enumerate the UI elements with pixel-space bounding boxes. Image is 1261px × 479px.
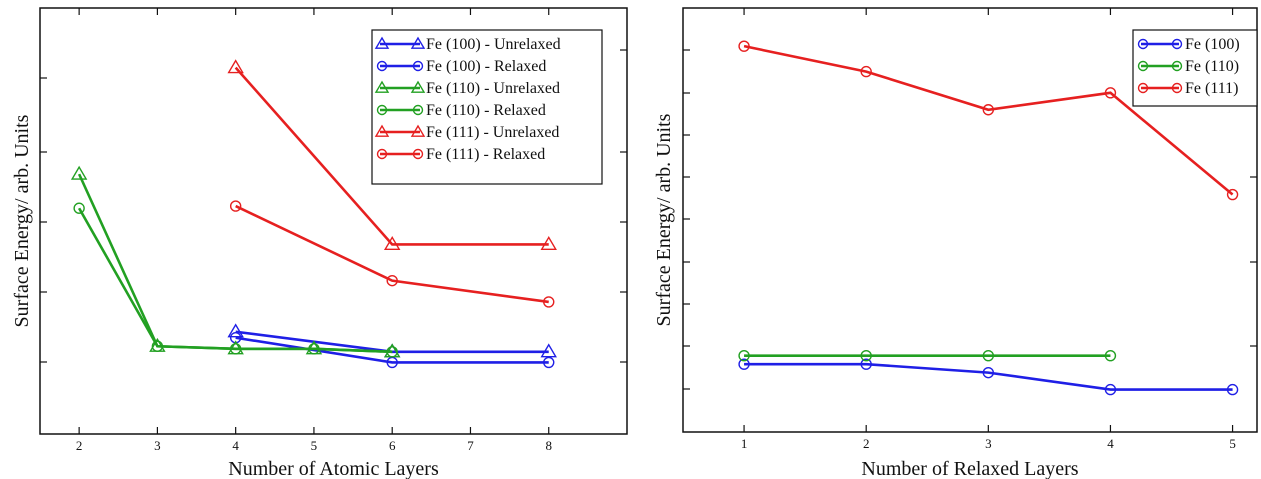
series [738,40,1239,201]
x-tick-label: 2 [863,436,870,451]
data-point-circle [386,274,398,287]
x-tick-label: 4 [232,438,239,453]
data-point-circle [376,60,388,72]
series [229,200,555,308]
series [227,323,557,358]
data-point-circle [738,349,750,362]
x-tick-label: 3 [154,438,161,453]
data-point-triangle [410,124,426,137]
legend-label: Fe (100) - Unrelaxed [426,36,561,53]
data-point-circle [1226,188,1239,201]
data-point-triangle [410,36,426,49]
data-point-triangle [227,323,244,338]
data-point-circle [738,40,750,52]
data-point-circle [412,104,424,116]
data-point-circle [543,356,555,369]
data-point-circle [982,349,995,362]
series-line [743,44,1234,196]
x-tick-label: 2 [76,438,83,453]
x-tick-label: 3 [985,436,992,451]
legend: Fe (100) Fe (110) Fe (111) [1132,29,1258,107]
data-point-triangle [70,165,88,180]
data-point-circle [1104,383,1117,396]
legend-box [1132,29,1258,107]
chart-relaxed-layers: 1 2 3 4 5 Number of Relaxed Layers Surface Ene… [653,7,1258,479]
legend-label: Fe (110) - Relaxed [426,102,546,119]
data-point-circle [860,358,872,370]
data-point-triangle [540,343,557,358]
data-point-circle [1171,38,1183,50]
data-point-circle [860,65,872,78]
data-point-circle [1171,82,1183,94]
x-tick-label: 4 [1107,436,1114,451]
plot-frame [682,7,1258,433]
data-point-circle [376,104,388,116]
data-point-triangle [374,80,390,93]
x-tick-label: 1 [741,436,748,451]
data-point-circle [386,346,398,358]
data-point-circle [860,349,872,362]
data-point-circle [543,296,555,308]
data-point-circle [1104,349,1117,362]
x-tick-label: 5 [1229,436,1236,451]
y-axis-label: Surface Energy/ arb. Units [11,114,33,327]
series-line [744,362,1233,391]
series-line [235,336,549,364]
series-line [235,204,549,304]
chart-atomic-layers: 2 3 4 5 6 7 8 Number of Atomic Layers Surface En… [11,7,628,479]
data-point-triangle [227,59,244,74]
y-axis-label: Surface Energy/ arb. Units [653,113,675,326]
legend-label: Fe (111) - Unrelaxed [426,124,559,141]
legend-label: Fe (110) - Unrelaxed [426,80,560,97]
x-axis-label: Number of Atomic Layers [228,458,439,479]
series-line [234,66,549,246]
data-point-circle [151,340,164,352]
data-point-circle [982,366,995,379]
legend-label: Fe (100) [1185,36,1240,53]
data-point-circle [229,200,242,212]
x-tick-label: 7 [467,438,474,453]
legend-label: Fe (111) - Relaxed [426,146,545,163]
plot-frame [39,7,628,435]
data-point-circle [412,60,424,72]
data-point-circle [1137,82,1149,94]
x-tick-label: 5 [311,438,318,453]
data-point-circle [229,343,242,355]
data-point-circle [982,104,995,116]
data-point-circle [738,358,750,370]
series [73,202,398,358]
legend: Fe (100) - Unrelaxed Fe (100) - Relaxed Fe… [371,29,603,185]
data-point-triangle [383,236,401,251]
series-line [78,207,393,354]
x-tick-label: 8 [545,438,552,453]
data-point-circle [376,148,388,160]
data-point-circle [1171,60,1183,72]
series [227,59,557,251]
data-point-triangle [374,36,390,49]
data-point-triangle [540,236,557,251]
data-point-circle [1137,38,1149,50]
data-point-circle [1226,383,1239,396]
data-point-circle [412,148,424,160]
data-point-circle [73,202,85,214]
legend-label: Fe (111) [1185,80,1238,97]
data-point-circle [1104,87,1117,99]
legend-box [371,29,603,185]
legend-label: Fe (100) - Relaxed [426,58,546,75]
x-axis-label: Number of Relaxed Layers [861,458,1078,479]
data-point-circle [308,343,320,355]
data-point-triangle [374,124,390,137]
series [738,349,1117,362]
legend-label: Fe (110) [1185,58,1239,75]
data-point-circle [1137,60,1149,72]
series [738,358,1239,396]
x-tick-label: 6 [389,438,396,453]
data-point-triangle [410,80,426,93]
